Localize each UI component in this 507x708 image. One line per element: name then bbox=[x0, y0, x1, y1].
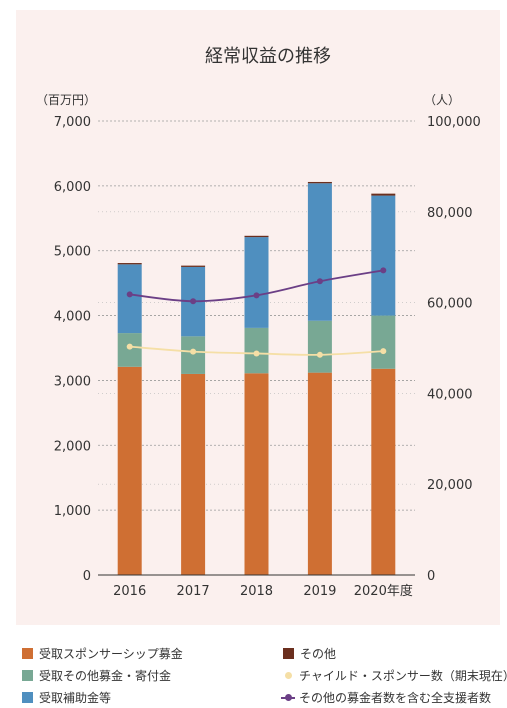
right-tick-label: 0 bbox=[427, 569, 435, 584]
legend-label-subsidies: 受取補助金等 bbox=[39, 691, 112, 705]
line-point-0-1 bbox=[190, 348, 197, 355]
left-tick-label: 4,000 bbox=[54, 310, 91, 325]
bar-segment-1-4 bbox=[371, 315, 396, 369]
bar-segment-3-2 bbox=[244, 235, 269, 238]
bar-segment-1-1 bbox=[181, 336, 206, 374]
bar-segment-3-4 bbox=[371, 193, 396, 196]
right-tick-label: 100,000 bbox=[427, 115, 481, 130]
legend-label-other-donations: 受取その他募金・寄付金 bbox=[39, 669, 172, 683]
x-tick-label: 2018 bbox=[240, 584, 273, 599]
bar-segment-2-0 bbox=[117, 264, 142, 334]
bar-segment-2-3 bbox=[307, 183, 332, 321]
left-tick-label: 0 bbox=[83, 569, 91, 584]
legend-marker-child-sponsors bbox=[281, 670, 295, 681]
line-point-1-0 bbox=[126, 291, 133, 298]
bar-segment-3-3 bbox=[307, 181, 332, 184]
x-tick-label: 2016 bbox=[113, 584, 146, 599]
chart-title: 経常収益の推移 bbox=[205, 46, 331, 67]
legend-item-all-supporters: その他の募金者数を含む全支援者数 bbox=[281, 690, 491, 706]
legend-label-other: その他 bbox=[300, 647, 337, 661]
legend-swatch-other-donations bbox=[22, 670, 33, 681]
line-point-0-0 bbox=[126, 343, 133, 350]
left-tick-label: 2,000 bbox=[54, 439, 91, 454]
left-tick-label: 7,000 bbox=[54, 115, 91, 130]
legend-label-all-supporters: その他の募金者数を含む全支援者数 bbox=[299, 691, 492, 705]
bar-segment-3-1 bbox=[181, 265, 206, 267]
bar-segment-2-4 bbox=[371, 195, 396, 316]
lines-layer bbox=[126, 267, 387, 358]
line-point-1-2 bbox=[253, 292, 260, 299]
bar-segment-2-2 bbox=[244, 237, 269, 328]
right-axis-unit: （人） bbox=[424, 93, 460, 107]
line-point-1-1 bbox=[190, 298, 197, 305]
x-tick-label: 2017 bbox=[177, 584, 210, 599]
legend: 受取スポンサーシップ募金 受取その他募金・寄付金 受取補助金等 その他 チャイル… bbox=[0, 640, 507, 708]
legend-item-other-donations: 受取その他募金・寄付金 bbox=[22, 668, 171, 684]
legend-swatch-other bbox=[283, 648, 294, 659]
bar-segment-1-3 bbox=[307, 320, 332, 373]
axis-layer: 0 1,000 2,000 3,000 4,000 5,000 6,000 7,000 0 20,… bbox=[54, 115, 481, 599]
legend-item-child-sponsors: チャイルド・スポンサー数（期末現在） bbox=[281, 668, 507, 684]
x-tick-label: 2019 bbox=[303, 584, 336, 599]
right-tick-label: 20,000 bbox=[427, 478, 473, 493]
right-tick-label: 40,000 bbox=[427, 387, 473, 402]
legend-swatch-subsidies bbox=[22, 692, 33, 703]
bars-layer bbox=[117, 181, 396, 575]
legend-label-sponsorship: 受取スポンサーシップ募金 bbox=[39, 647, 183, 661]
line-point-0-2 bbox=[253, 350, 260, 357]
right-tick-label: 60,000 bbox=[427, 297, 473, 312]
x-tick-label: 2020年度 bbox=[354, 583, 413, 599]
left-axis-unit: （百万円） bbox=[36, 93, 96, 107]
bar-segment-0-1 bbox=[181, 373, 206, 575]
grid-layer bbox=[98, 120, 415, 511]
bar-segment-1-0 bbox=[117, 333, 142, 367]
line-point-1-3 bbox=[316, 278, 323, 285]
bar-segment-3-0 bbox=[117, 263, 142, 265]
left-tick-label: 1,000 bbox=[54, 504, 91, 519]
line-point-0-3 bbox=[316, 351, 323, 358]
left-tick-label: 6,000 bbox=[54, 180, 91, 195]
bar-segment-0-3 bbox=[307, 372, 332, 575]
left-tick-label: 3,000 bbox=[54, 374, 91, 389]
bar-segment-0-0 bbox=[117, 366, 142, 575]
legend-marker-all-supporters bbox=[281, 692, 295, 703]
legend-swatch-sponsorship bbox=[22, 648, 33, 659]
legend-item-subsidies: 受取補助金等 bbox=[22, 690, 111, 706]
line-point-1-4 bbox=[380, 267, 387, 274]
right-tick-label: 80,000 bbox=[427, 206, 473, 221]
income-trend-chart: 経常収益の推移 （百万円） （人） 0 1,000 2,000 3,000 4,000 5… bbox=[36, 46, 481, 599]
legend-item-other: その他 bbox=[283, 646, 336, 662]
line-point-0-4 bbox=[380, 348, 387, 355]
legend-item-sponsorship: 受取スポンサーシップ募金 bbox=[22, 646, 183, 662]
legend-label-child-sponsors: チャイルド・スポンサー数（期末現在） bbox=[299, 669, 507, 683]
bar-segment-0-4 bbox=[371, 368, 396, 575]
left-tick-label: 5,000 bbox=[54, 245, 91, 260]
bar-segment-0-2 bbox=[244, 373, 269, 575]
